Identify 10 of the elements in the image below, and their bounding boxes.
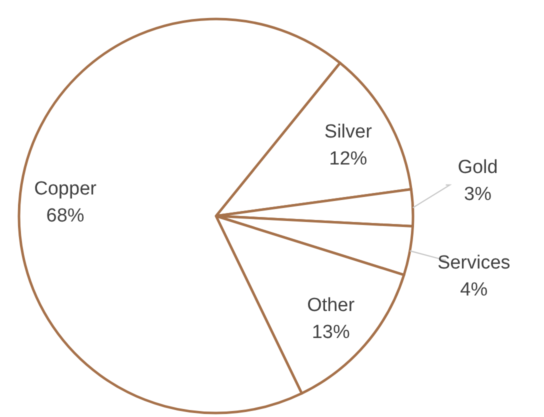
data-label: 3% — [464, 184, 492, 206]
data-label: 4% — [460, 279, 488, 300]
slice-label: Copper — [34, 178, 98, 200]
slice-label: Other — [307, 295, 356, 316]
slice-label: Services — [437, 252, 510, 274]
slice-label: Gold — [458, 157, 498, 178]
data-label: 13% — [312, 322, 350, 344]
data-label: 12% — [329, 148, 368, 170]
data-label: 68% — [46, 206, 84, 227]
slice-label: Silver — [324, 122, 373, 143]
